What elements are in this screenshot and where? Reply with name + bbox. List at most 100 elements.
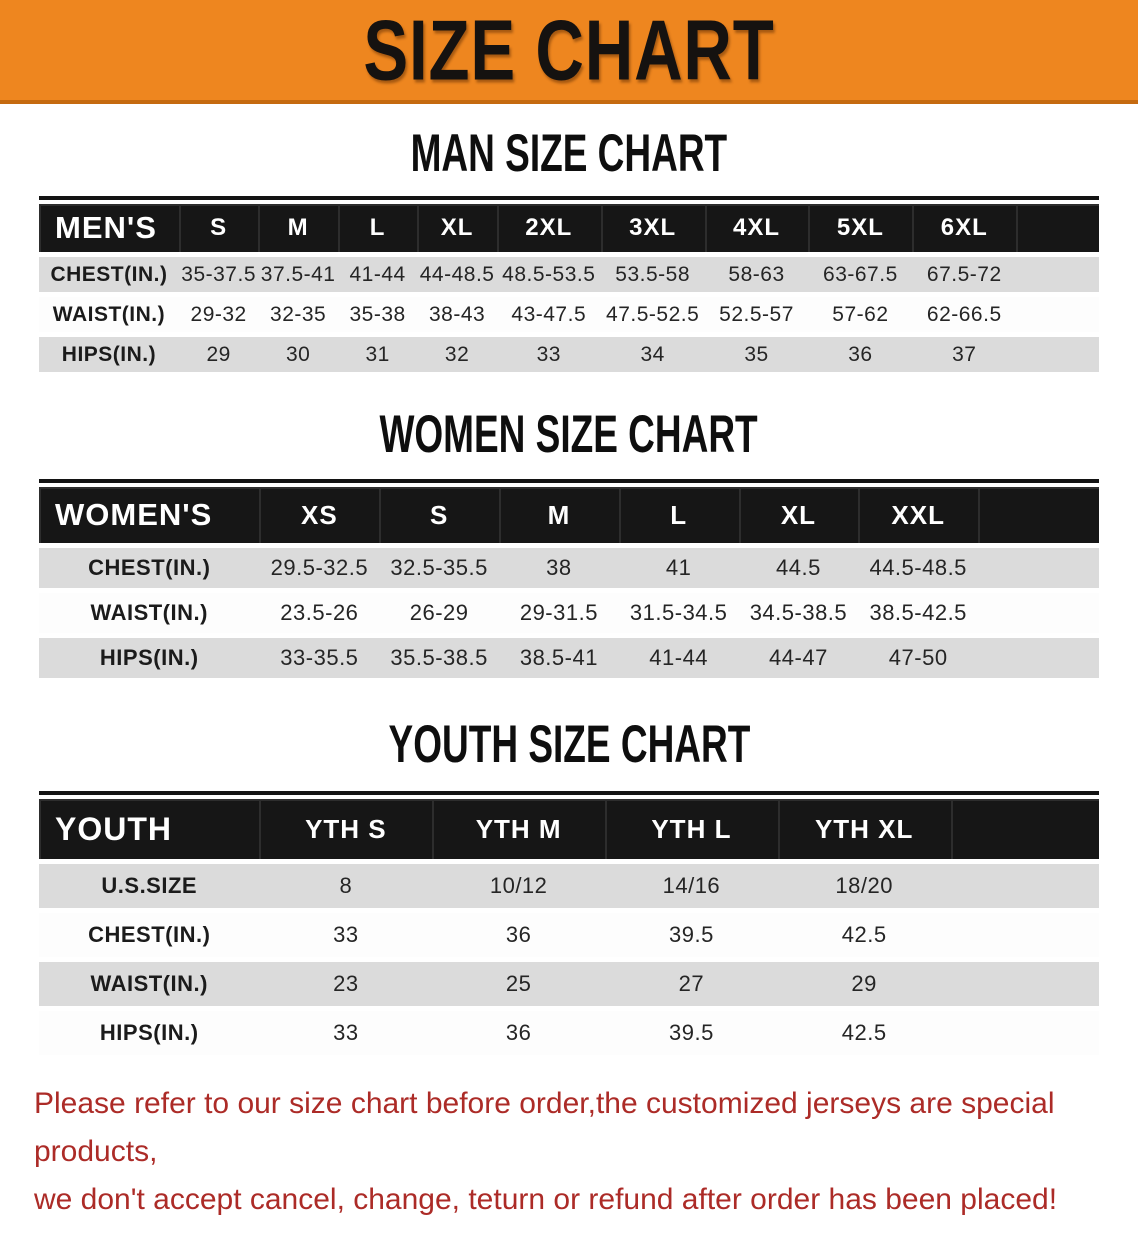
size-value: 33: [333, 1020, 359, 1045]
size-value: 32: [444, 342, 470, 366]
size-value: 14/16: [662, 873, 721, 898]
table-header-label: MEN'S: [39, 204, 179, 252]
column-header: XS: [259, 487, 380, 543]
size-value: 31: [365, 342, 390, 366]
table-header-label: WOMEN'S: [39, 487, 260, 543]
column-header: XL: [738, 487, 859, 543]
row-label: CHEST(IN.): [88, 922, 211, 947]
row-filler: [951, 962, 1099, 1006]
column-header: YTH M: [432, 799, 606, 859]
table-row: HIPS(IN.) 33 36 39.5 42.5: [39, 1011, 1099, 1055]
row-label: WAIST(IN.): [90, 971, 208, 996]
size-value: 47-50: [888, 645, 948, 670]
women-table-top-rule: [39, 479, 1099, 483]
man-size-chart-heading: MAN SIZE CHART: [410, 123, 728, 183]
header-filler: [1016, 204, 1099, 252]
table-row: HIPS(IN.) 29 30 31 32 33 34 35 36 37: [39, 337, 1099, 372]
row-label: HIPS(IN.): [99, 1020, 199, 1045]
row-filler: [978, 548, 1099, 588]
size-value: 36: [505, 1020, 532, 1045]
size-value: 44-47: [769, 645, 828, 670]
column-header: YTH L: [605, 799, 778, 859]
size-value: 10/12: [489, 873, 548, 898]
header-filler: [978, 487, 1099, 543]
size-value: 53.5-58: [615, 262, 691, 286]
column-header: YTH XL: [777, 799, 951, 859]
row-label: CHEST(IN.): [88, 555, 211, 580]
size-value: 44-48.5: [419, 262, 495, 286]
row-label: CHEST(IN.): [50, 262, 168, 286]
row-filler: [951, 1011, 1099, 1055]
size-value: 57-62: [832, 302, 889, 326]
size-value: 44.5-48.5: [869, 555, 967, 580]
table-header-row: YOUTH YTH S YTH M YTH L YTH XL: [39, 799, 1099, 859]
size-value: 32.5-35.5: [390, 555, 488, 580]
column-header: 3XL: [600, 204, 705, 252]
column-header: S: [178, 204, 259, 252]
row-filler: [951, 864, 1099, 908]
youth-section-heading: YOUTH SIZE CHART: [0, 714, 1138, 774]
size-value: 30: [285, 342, 311, 366]
column-header: S: [379, 487, 500, 543]
table-row: U.S.SIZE 8 10/12 14/16 18/20: [39, 864, 1099, 908]
size-value: 18/20: [835, 873, 893, 898]
women-size-table: WOMEN'S XS S M L XL XXL CHEST(IN.) 29.5-32.5 32.5…: [39, 479, 1099, 683]
disclaimer-text: Please refer to our size chart before or…: [34, 1080, 1104, 1224]
size-value: 29.5-32.5: [270, 555, 369, 580]
table-row: HIPS(IN.) 33-35.5 35.5-38.5 38.5-41 41-44 44-…: [39, 638, 1099, 678]
size-chart-banner: SIZE CHART: [0, 0, 1138, 104]
size-table: YOUTH YTH S YTH M YTH L YTH XL U.S.SIZE 8 10/12…: [39, 794, 1099, 1060]
size-value: 37.5-41: [260, 262, 336, 286]
size-value: 34: [640, 342, 665, 366]
size-value: 29-31.5: [519, 600, 598, 625]
size-value: 29-32: [190, 302, 247, 326]
row-label: WAIST(IN.): [90, 600, 208, 625]
youth-table-top-rule: [39, 791, 1099, 795]
size-value: 31.5-34.5: [629, 600, 728, 625]
size-value: 47.5-52.5: [606, 302, 700, 326]
size-value: 35: [744, 342, 769, 366]
men-size-table: MEN'S S M L XL 2XL 3XL 4XL 5XL 6XL CHEST(IN.) 35-37…: [39, 196, 1099, 377]
size-value: 33: [536, 342, 561, 366]
column-header: 6XL: [912, 204, 1017, 252]
column-header: XL: [417, 204, 497, 252]
size-value: 42.5: [841, 922, 887, 947]
row-filler: [1016, 297, 1099, 332]
size-value: 39.5: [668, 922, 714, 947]
disclaimer-line-2: we don't accept cancel, change, teturn o…: [34, 1183, 1058, 1216]
row-label: WAIST(IN.): [52, 302, 166, 326]
column-header: M: [258, 204, 338, 252]
size-value: 26-29: [409, 600, 469, 625]
size-value: 38-43: [428, 302, 486, 326]
size-value: 23.5-26: [280, 600, 359, 625]
size-value: 48.5-53.5: [502, 262, 596, 286]
size-table: WOMEN'S XS S M L XL XXL CHEST(IN.) 29.5-32.5 32.5…: [39, 482, 1099, 683]
size-value: 38.5-42.5: [869, 600, 967, 625]
size-value: 43-47.5: [511, 302, 587, 326]
column-header: L: [337, 204, 418, 252]
men-table-top-rule: [39, 196, 1099, 200]
size-value: 36: [505, 922, 532, 947]
column-header: L: [618, 487, 739, 543]
column-header: YTH S: [259, 799, 433, 859]
row-label: HIPS(IN.): [99, 645, 199, 670]
size-value: 52.5-57: [719, 302, 794, 326]
size-value: 67.5-72: [926, 262, 1002, 286]
disclaimer-line-1: Please refer to our size chart before or…: [34, 1087, 1055, 1168]
column-header: XXL: [858, 487, 979, 543]
youth-size-table: YOUTH YTH S YTH M YTH L YTH XL U.S.SIZE 8 10/12…: [39, 791, 1099, 1060]
size-value: 41-44: [349, 262, 406, 286]
header-filler: [950, 799, 1099, 859]
row-filler: [1016, 337, 1099, 372]
size-chart-title: SIZE CHART: [363, 1, 775, 98]
size-value: 33: [333, 922, 359, 947]
table-row: CHEST(IN.) 33 36 39.5 42.5: [39, 913, 1099, 957]
youth-size-chart-heading: YOUTH SIZE CHART: [388, 714, 750, 774]
row-filler: [1016, 257, 1099, 292]
size-value: 62-66.5: [926, 302, 1002, 326]
table-header-row: MEN'S S M L XL 2XL 3XL 4XL 5XL 6XL: [39, 204, 1099, 252]
row-label: U.S.SIZE: [101, 873, 198, 898]
size-value: 32-35: [270, 302, 327, 326]
row-label: HIPS(IN.): [61, 342, 157, 366]
table-row: WAIST(IN.) 23 25 27 29: [39, 962, 1099, 1006]
